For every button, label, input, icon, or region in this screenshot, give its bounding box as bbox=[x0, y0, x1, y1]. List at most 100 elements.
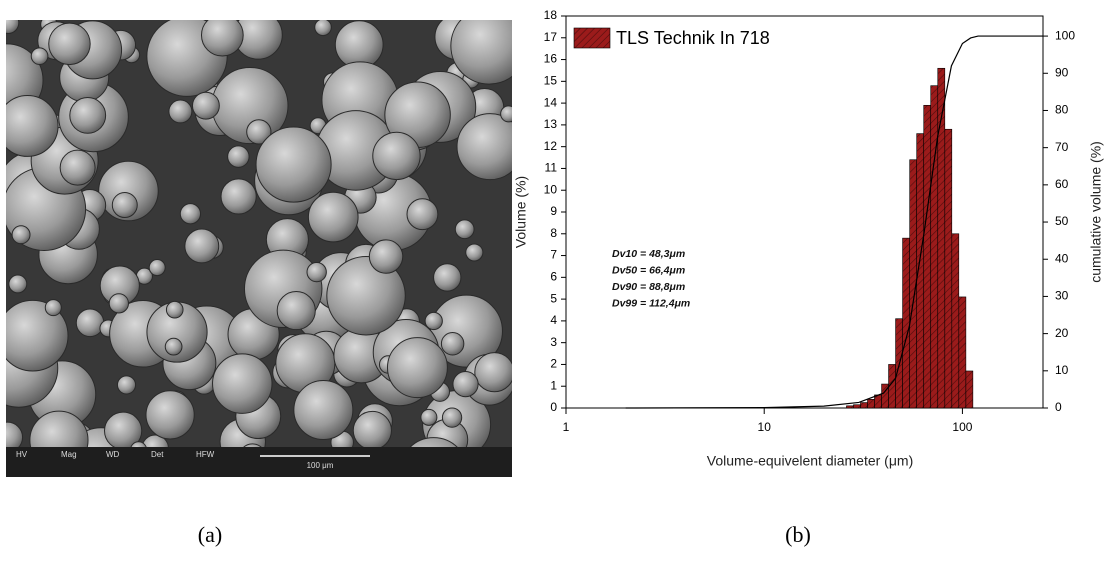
sem-databar-label: Mag bbox=[61, 450, 77, 459]
y-tick-label: 11 bbox=[545, 161, 558, 175]
particle bbox=[453, 372, 478, 397]
y2-tick-label: 0 bbox=[1055, 400, 1062, 414]
particle bbox=[277, 292, 315, 330]
bar bbox=[959, 297, 966, 408]
particle bbox=[466, 244, 483, 261]
particle bbox=[335, 21, 383, 69]
particle bbox=[457, 114, 523, 180]
y-tick-label: 12 bbox=[544, 139, 558, 153]
y2-tick-label: 100 bbox=[1055, 28, 1075, 42]
y-tick-label: 18 bbox=[544, 8, 558, 22]
particle bbox=[307, 262, 326, 281]
particle bbox=[407, 199, 438, 230]
annotation: Dv50 = 66,4μm bbox=[612, 264, 685, 276]
particle bbox=[60, 150, 95, 185]
y2-tick-label: 70 bbox=[1055, 140, 1069, 154]
y-tick-label: 0 bbox=[550, 400, 557, 414]
particle bbox=[421, 409, 437, 425]
particle bbox=[475, 353, 514, 392]
bar bbox=[860, 403, 867, 408]
sem-databar bbox=[6, 447, 512, 477]
y-tick-label: 8 bbox=[550, 226, 557, 240]
particle bbox=[434, 264, 461, 291]
particle bbox=[425, 312, 442, 329]
legend-label: TLS Technik In 718 bbox=[616, 28, 770, 48]
y2-tick-label: 50 bbox=[1055, 214, 1069, 228]
particle bbox=[166, 301, 183, 318]
y-tick-label: 17 bbox=[544, 30, 558, 44]
particle bbox=[387, 338, 447, 398]
sem-databar-label: HV bbox=[16, 450, 28, 459]
particle bbox=[169, 100, 192, 123]
y2-tick-label: 10 bbox=[1055, 363, 1069, 377]
y-tick-label: 6 bbox=[550, 270, 557, 284]
x-tick-label: 1 bbox=[563, 420, 570, 434]
plot-frame bbox=[566, 16, 1043, 408]
bar bbox=[846, 406, 853, 408]
y2-tick-label: 40 bbox=[1055, 251, 1069, 265]
particle bbox=[501, 106, 517, 122]
bar bbox=[853, 405, 860, 408]
y-tick-label: 2 bbox=[550, 357, 557, 371]
particle bbox=[451, 8, 528, 85]
particle bbox=[294, 381, 353, 440]
y-tick-label: 9 bbox=[550, 204, 557, 218]
particle bbox=[442, 408, 461, 427]
sem-databar-label: HFW bbox=[196, 450, 215, 459]
particle bbox=[45, 300, 61, 316]
bar bbox=[874, 395, 881, 408]
y-tick-label: 15 bbox=[544, 74, 558, 88]
particle bbox=[9, 275, 27, 293]
particle bbox=[228, 146, 249, 167]
particle bbox=[12, 226, 30, 244]
y-tick-label: 7 bbox=[550, 248, 557, 262]
bar bbox=[931, 86, 938, 408]
bar bbox=[868, 399, 875, 408]
particle bbox=[201, 14, 243, 56]
particle bbox=[112, 193, 137, 218]
sem-databar-label: Det bbox=[151, 450, 164, 459]
caption: (a) bbox=[198, 522, 222, 547]
y2-axis-label: cumulative volume (%) bbox=[1088, 141, 1104, 283]
particle bbox=[256, 127, 331, 202]
y2-tick-label: 30 bbox=[1055, 289, 1069, 303]
y-tick-label: 14 bbox=[544, 95, 558, 109]
cumulative-line bbox=[626, 36, 1043, 408]
sem-image bbox=[0, 8, 527, 508]
bar bbox=[903, 238, 910, 408]
x-axis-label: Volume-equivelent diameter (μm) bbox=[707, 453, 914, 469]
bar bbox=[952, 234, 959, 408]
particle bbox=[221, 179, 256, 214]
particle bbox=[149, 260, 165, 276]
y-tick-label: 1 bbox=[550, 378, 557, 392]
particle bbox=[213, 354, 272, 413]
annotation: Dv10 = 48,3μm bbox=[612, 248, 685, 260]
caption: (b) bbox=[785, 522, 811, 547]
particle bbox=[192, 92, 219, 119]
particle bbox=[308, 192, 358, 242]
particle bbox=[185, 229, 219, 263]
particle bbox=[455, 220, 474, 239]
y2-tick-label: 80 bbox=[1055, 103, 1069, 117]
particle bbox=[117, 376, 135, 394]
bar bbox=[945, 129, 952, 408]
particle bbox=[369, 240, 402, 273]
particle bbox=[0, 95, 58, 156]
annotation: Dv90 = 88,8μm bbox=[612, 281, 685, 293]
particle bbox=[441, 333, 463, 355]
particle bbox=[0, 12, 19, 33]
x-tick-label: 100 bbox=[952, 420, 972, 434]
legend-swatch bbox=[574, 28, 610, 48]
particle bbox=[373, 132, 420, 179]
sem-scale: 100 μm bbox=[307, 461, 334, 470]
particle bbox=[109, 294, 128, 313]
particle bbox=[353, 411, 391, 449]
sem-databar-label: WD bbox=[106, 450, 120, 459]
particle bbox=[70, 97, 106, 133]
y-tick-label: 16 bbox=[544, 52, 558, 66]
y-tick-label: 3 bbox=[550, 335, 557, 349]
particle bbox=[315, 19, 332, 36]
y2-tick-label: 20 bbox=[1055, 326, 1069, 340]
particle bbox=[146, 391, 194, 439]
particle bbox=[49, 23, 90, 64]
